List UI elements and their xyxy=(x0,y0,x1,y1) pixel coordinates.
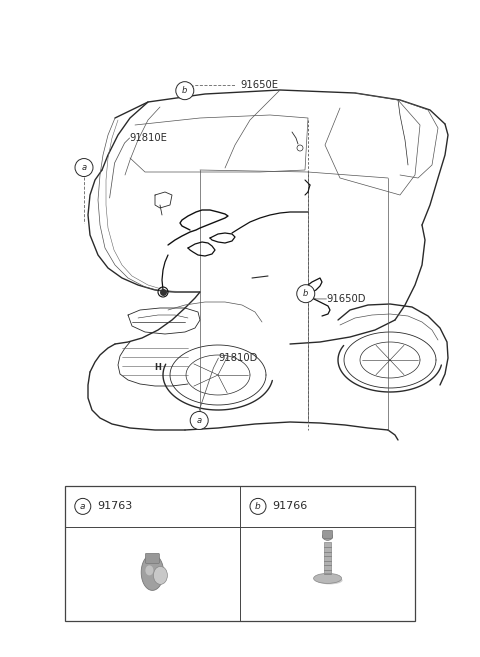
Circle shape xyxy=(297,284,315,303)
Ellipse shape xyxy=(145,566,154,576)
Text: b: b xyxy=(303,289,309,298)
Text: 91763: 91763 xyxy=(97,501,132,511)
Text: 91766: 91766 xyxy=(272,501,307,511)
Ellipse shape xyxy=(317,576,343,584)
FancyBboxPatch shape xyxy=(65,486,415,621)
Text: a: a xyxy=(197,416,202,425)
Ellipse shape xyxy=(154,566,168,584)
Text: a: a xyxy=(80,502,85,511)
Ellipse shape xyxy=(313,574,342,583)
Circle shape xyxy=(176,81,194,100)
Text: b: b xyxy=(182,86,188,95)
Circle shape xyxy=(250,499,266,514)
Text: H: H xyxy=(155,363,161,373)
Polygon shape xyxy=(141,555,164,591)
FancyBboxPatch shape xyxy=(324,543,331,576)
Text: 91650D: 91650D xyxy=(326,294,366,304)
Text: a: a xyxy=(82,163,86,172)
Circle shape xyxy=(75,158,93,177)
Ellipse shape xyxy=(323,532,333,540)
Text: b: b xyxy=(255,502,261,511)
Text: 91810D: 91810D xyxy=(218,353,258,363)
Circle shape xyxy=(190,411,208,430)
FancyBboxPatch shape xyxy=(323,530,333,538)
Text: 91810E: 91810E xyxy=(130,133,168,143)
FancyBboxPatch shape xyxy=(145,553,159,564)
Text: 91650E: 91650E xyxy=(240,80,278,91)
Circle shape xyxy=(75,499,91,514)
